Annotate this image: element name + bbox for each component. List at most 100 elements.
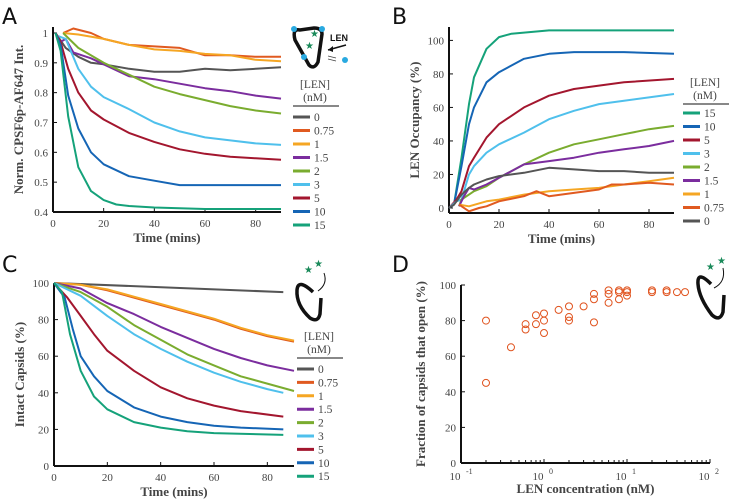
x-tick-label: 10: [450, 471, 462, 483]
x-tick-label: 80: [644, 219, 656, 231]
legend-label: 10: [314, 207, 326, 219]
legend-title: [LEN]: [690, 77, 720, 89]
scatter-point: [540, 316, 548, 325]
series-line-15nM: [54, 32, 281, 210]
legend-label: 15: [704, 108, 716, 120]
y-axis-label: Norm. CPSF6p-AF647 Int.: [11, 45, 26, 195]
x-axis-label: Time (mins): [140, 484, 207, 499]
legend-label: 1: [314, 139, 320, 151]
legend-label: 3: [318, 431, 324, 443]
series-line-5nM: [54, 32, 282, 161]
legend-unit: (nM): [693, 90, 717, 102]
series-line-1nM: [53, 282, 295, 342]
series-line-15nM: [448, 29, 674, 209]
x-axis-label: LEN concentration (nM): [517, 481, 655, 496]
series-line-10nM: [54, 32, 281, 187]
panel-label-d: D: [392, 253, 409, 278]
legend-label: 1.5: [318, 404, 333, 416]
x-tick-label: 80: [262, 472, 274, 484]
star-icon: ★: [310, 29, 319, 40]
legend-unit: (nM): [307, 344, 331, 356]
y-tick-label: 20: [38, 424, 50, 436]
scatter-point: [589, 295, 598, 304]
scatter-point: [506, 343, 515, 352]
scatter-point: [554, 305, 563, 314]
legend-label: 2: [704, 162, 710, 174]
panel-label-c: C: [2, 253, 17, 278]
x-tick-label: 40: [544, 219, 556, 231]
scatter-point: [579, 302, 588, 311]
y-tick-label: 0.4: [34, 207, 48, 219]
star-icon: ★: [717, 256, 726, 267]
x-tick-label: 10: [616, 471, 628, 483]
y-axis-label: Intact Capsids (%): [12, 322, 27, 427]
scatter-point: [531, 320, 540, 329]
x-tick-label: 60: [209, 472, 221, 484]
series-line-0_75nM: [458, 181, 675, 213]
legend-label: 10: [704, 122, 716, 134]
scatter-point: [540, 329, 548, 338]
y-tick-label: 0: [451, 458, 457, 470]
x-tick-label: 40: [155, 472, 167, 484]
legend-label: 0.75: [704, 203, 724, 215]
series-line-0nM: [54, 32, 282, 73]
legend-title: [LEN]: [304, 331, 334, 343]
series-line-2nM: [53, 282, 295, 392]
y-tick-label: 0: [439, 203, 445, 215]
y-tick-label: 100: [33, 278, 50, 290]
y-tick-label: 0.5: [34, 177, 48, 189]
star-icon: ★: [304, 265, 313, 276]
legend-label: 10: [318, 458, 330, 470]
y-tick-label: 40: [38, 388, 50, 400]
legend-label: 15: [318, 471, 330, 483]
legend-label: 0.75: [314, 126, 334, 138]
scatter-point: [614, 295, 623, 304]
legend-label: 1.5: [314, 153, 329, 165]
y-tick-label: 80: [433, 69, 445, 81]
y-axis-label: Fraction of capsids that open (%): [413, 281, 428, 467]
x-tick-label: 20: [102, 472, 114, 484]
scatter-point: [531, 311, 540, 320]
y-tick-label: 60: [433, 102, 445, 114]
legend-label: 5: [704, 135, 710, 147]
series-line-3nM: [53, 282, 284, 394]
x-tick-exponent: 0: [549, 467, 553, 476]
y-tick-label: 60: [445, 351, 457, 363]
panel-label-a: A: [2, 5, 17, 30]
scatter-point: [589, 289, 598, 298]
legend-label: 0: [314, 112, 320, 124]
legend-label: 2: [318, 418, 324, 430]
legend-title: [LEN]: [300, 79, 330, 91]
x-tick-label: 60: [200, 218, 212, 230]
y-tick-label: 80: [38, 315, 50, 327]
scatter-point: [623, 288, 631, 297]
legend-label: 1: [704, 189, 710, 201]
y-tick-label: 40: [433, 136, 445, 148]
y-tick-label: 1: [43, 28, 49, 40]
x-tick-label: 20: [98, 218, 110, 230]
series-line-5nM: [53, 282, 284, 418]
series-line-0nM: [448, 166, 674, 209]
x-axis-label: Time (mins): [528, 231, 595, 246]
scatter-point: [564, 313, 573, 322]
y-tick-label: 0.6: [34, 147, 48, 159]
y-tick-label: 0.9: [34, 58, 48, 70]
panel-label-b: B: [392, 5, 407, 30]
scatter-point: [662, 288, 671, 297]
legend-label: 5: [314, 193, 320, 205]
x-tick-label: 0: [51, 472, 57, 484]
capsid-open-cartoon-icon: ★ ★: [295, 259, 326, 322]
series-line-2nM: [62, 32, 282, 115]
series-line-0_75nM: [62, 27, 281, 58]
x-tick-label: 0: [50, 218, 56, 230]
x-tick-label: 80: [250, 218, 262, 230]
legend-label: 2: [314, 166, 320, 178]
scatter-point: [672, 288, 681, 297]
series-line-3nM: [448, 93, 675, 209]
capsid-open-cartoon-icon: ★ ★: [696, 256, 726, 320]
series-line-1nM: [63, 32, 282, 63]
scatter-point: [589, 318, 598, 327]
